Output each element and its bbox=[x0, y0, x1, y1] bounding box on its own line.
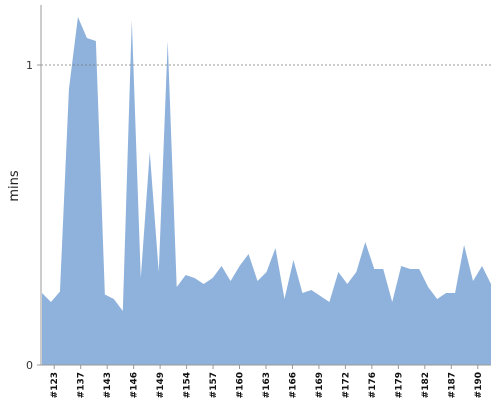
y-tick-label: 0 bbox=[26, 359, 33, 372]
x-tick-label: #176 bbox=[368, 372, 378, 398]
x-tick-label: #163 bbox=[262, 372, 272, 398]
x-tick-label: #166 bbox=[289, 372, 299, 398]
x-tick-label: #187 bbox=[447, 372, 457, 398]
x-tick-label: #137 bbox=[77, 372, 87, 398]
plot-area bbox=[42, 17, 491, 365]
y-axis-ticks: 01 bbox=[26, 59, 41, 372]
x-tick-label: #143 bbox=[103, 372, 113, 398]
x-tick-label: #149 bbox=[156, 372, 166, 398]
x-tick-label: #154 bbox=[183, 372, 193, 398]
y-axis-label: mins bbox=[7, 170, 22, 202]
series-area bbox=[42, 17, 491, 365]
x-tick-label: #169 bbox=[315, 372, 325, 398]
x-tick-label: #179 bbox=[394, 372, 404, 398]
x-tick-label: #123 bbox=[50, 372, 60, 398]
x-tick-label: #160 bbox=[236, 372, 246, 398]
x-tick-label: #190 bbox=[474, 372, 484, 398]
x-tick-label: #146 bbox=[130, 372, 140, 398]
x-tick-label: #172 bbox=[341, 372, 351, 398]
x-axis-ticks: #123 #137 #143 #146 #149 #154 #157 #160 #163 #166… bbox=[50, 365, 484, 398]
x-tick-label: #182 bbox=[421, 372, 431, 398]
y-tick-label: 1 bbox=[26, 59, 33, 72]
x-tick-label: #157 bbox=[209, 372, 219, 398]
